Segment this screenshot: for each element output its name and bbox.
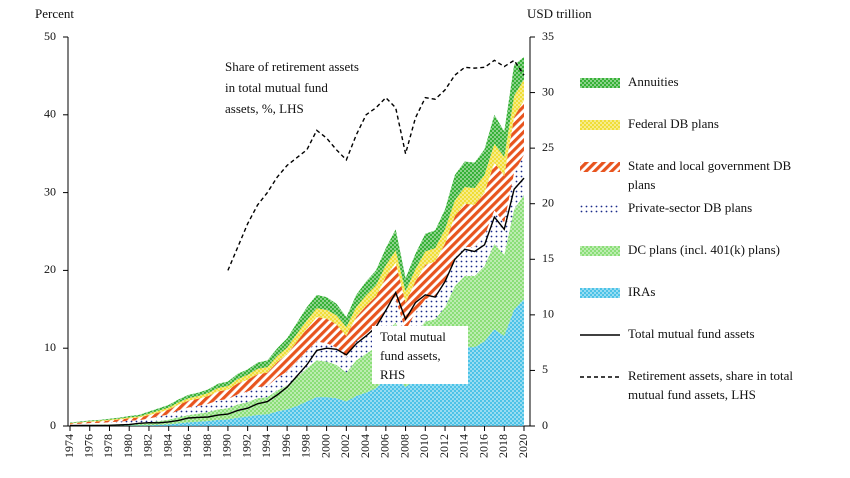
y-tick-label: 0 xyxy=(50,418,56,432)
annotation: fund assets, xyxy=(380,348,441,363)
legend-label: Retirement assets, share in total mutual … xyxy=(628,368,793,402)
area xyxy=(70,79,524,424)
y2-tick-label: 20 xyxy=(542,195,554,209)
y-tick-label: 40 xyxy=(44,107,56,121)
x-tick-label: 2020 xyxy=(516,434,530,458)
y-tick-label: 30 xyxy=(44,184,56,198)
area xyxy=(70,57,524,424)
y2-tick-label: 5 xyxy=(542,362,548,376)
x-tick-label: 2006 xyxy=(378,434,392,458)
x-tick-label: 1986 xyxy=(180,434,194,458)
legend-swatch xyxy=(580,162,620,172)
annotation-box xyxy=(372,326,468,384)
y2-tick-label: 10 xyxy=(542,307,554,321)
y2-tick-label: 35 xyxy=(542,29,554,43)
legend-swatch xyxy=(580,288,620,298)
area xyxy=(70,299,524,426)
y-tick-label: 20 xyxy=(44,262,56,276)
legend-swatch xyxy=(580,78,620,88)
annotation: assets, %, LHS xyxy=(225,101,304,116)
x-tick-label: 1992 xyxy=(239,434,253,458)
x-tick-label: 1974 xyxy=(62,434,76,458)
line xyxy=(227,59,525,271)
y2-tick-label: 0 xyxy=(542,418,548,432)
x-tick-label: 2008 xyxy=(397,434,411,458)
y2-axis-label: USD trillion xyxy=(527,6,592,21)
x-tick-label: 2000 xyxy=(318,434,332,458)
annotation: Total mutual xyxy=(380,329,446,344)
legend-label: Federal DB plans xyxy=(628,116,719,131)
x-tick-label: 1996 xyxy=(279,434,293,458)
x-tick-label: 1978 xyxy=(101,434,115,458)
x-tick-label: 1984 xyxy=(160,434,174,458)
x-tick-label: 1982 xyxy=(141,434,155,458)
y2-tick-label: 25 xyxy=(542,140,554,154)
x-tick-label: 1990 xyxy=(220,434,234,458)
x-tick-label: 2016 xyxy=(476,434,490,458)
line xyxy=(69,177,525,427)
annotation: RHS xyxy=(380,367,405,382)
x-tick-label: 2014 xyxy=(457,434,471,458)
x-tick-label: 1998 xyxy=(299,434,313,458)
y-tick-label: 50 xyxy=(44,29,56,43)
y2-tick-label: 15 xyxy=(542,251,554,265)
x-tick-label: 2012 xyxy=(437,434,451,458)
legend-swatch xyxy=(580,120,620,130)
legend-label: DC plans (incl. 401(k) plans) xyxy=(628,242,780,257)
x-tick-label: 1994 xyxy=(259,434,273,458)
legend-label: Private-sector DB plans xyxy=(628,200,752,215)
area xyxy=(70,154,524,426)
y2-tick-label: 30 xyxy=(542,84,554,98)
x-tick-label: 2002 xyxy=(338,434,352,458)
x-tick-label: 1980 xyxy=(121,434,135,458)
y-tick-label: 10 xyxy=(44,340,56,354)
area xyxy=(70,100,524,425)
legend-label: Annuities xyxy=(628,74,679,89)
y-axis-label: Percent xyxy=(35,6,74,21)
legend-label: IRAs xyxy=(628,284,655,299)
legend-label: State and local government DB plans xyxy=(628,158,792,192)
x-tick-label: 2010 xyxy=(417,434,431,458)
x-tick-label: 2004 xyxy=(358,434,372,458)
x-tick-label: 2018 xyxy=(496,434,510,458)
x-tick-label: 1988 xyxy=(200,434,214,458)
legend-swatch xyxy=(580,204,620,214)
legend-swatch xyxy=(580,246,620,256)
legend-label: Total mutual fund assets xyxy=(628,326,755,341)
x-tick-label: 1976 xyxy=(81,434,95,458)
annotation: in total mutual fund xyxy=(225,80,328,95)
annotation: Share of retirement assets xyxy=(225,59,359,74)
